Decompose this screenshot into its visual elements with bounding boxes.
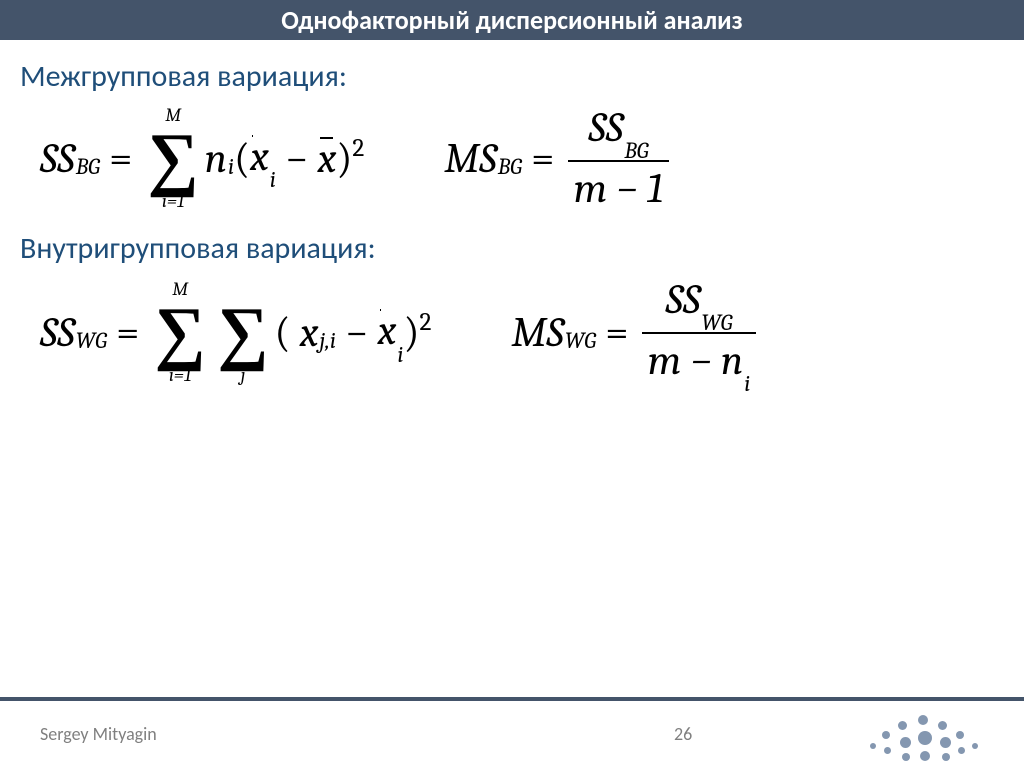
exponent-2: 2 — [420, 308, 432, 337]
exponent-2: 2 — [352, 134, 364, 163]
formula-ms-bg: MSBG = SSBG m − 1 — [444, 105, 673, 212]
fraction-numerator: SSBG — [583, 105, 655, 160]
sigma-icon: ∑ — [155, 297, 206, 368]
fraction-denominator: m − 1 — [568, 160, 670, 212]
sub-ji: j,i — [319, 327, 335, 354]
var-ss: SS — [40, 308, 75, 357]
section-between-groups: Межгрупповая вариация: — [20, 58, 1024, 95]
sigma-operator-outer: M ∑ i=1 — [155, 280, 206, 385]
footer-page-number: 26 — [674, 723, 864, 745]
section-within-groups: Внутригрупповая вариация: — [20, 230, 1024, 267]
xbar-i: xi — [250, 132, 276, 185]
fraction-numerator: SSWG — [660, 277, 739, 332]
fraction: SSBG m − 1 — [568, 105, 670, 212]
equals-sign: = — [522, 134, 564, 183]
open-paren: ( — [234, 134, 250, 183]
sum-lower-limit: i=1 — [169, 366, 191, 385]
fraction-denominator: m − ni — [642, 332, 757, 389]
equals-sign: = — [100, 134, 142, 183]
sub-bg: BG — [498, 153, 522, 180]
xbar-i: xi — [378, 306, 404, 359]
formula-row-between: SSBG = M ∑ i=1 ni (xi − x)2 MSBG = SSBG … — [0, 105, 1024, 212]
sub-wg: WG — [76, 327, 107, 354]
formula-ms-wg: MSWG = SSWG m − ni — [511, 277, 760, 389]
slide-footer: Sergey Mityagin 26 — [0, 697, 1024, 767]
var-x: x — [300, 308, 319, 357]
formula-row-within: SSWG = M ∑ i=1 ∑ j ( xj,i − xi)2 MSWG = … — [0, 277, 1024, 389]
dots-logo-icon — [864, 709, 984, 759]
xbar: x — [318, 134, 337, 183]
close-paren: ) — [336, 134, 352, 183]
fraction: SSWG m − ni — [642, 277, 757, 389]
formula-ss-bg: SSBG = M ∑ i=1 ni (xi − x)2 — [40, 106, 364, 211]
sigma-icon: ∑ — [218, 297, 269, 368]
sigma-operator: M ∑ i=1 — [148, 106, 199, 211]
formula-ss-wg: SSWG = M ∑ i=1 ∑ j ( xj,i − xi)2 — [40, 280, 431, 385]
sub-i: i — [228, 153, 234, 180]
minus-sign: − — [336, 308, 378, 357]
equals-sign: = — [596, 308, 638, 357]
sigma-icon: ∑ — [148, 123, 199, 194]
sigma-operator-inner: ∑ j — [218, 280, 269, 385]
sum-lower-limit: i=1 — [162, 192, 184, 211]
sub-bg: BG — [76, 153, 100, 180]
equals-sign: = — [107, 308, 149, 357]
var-ms: MS — [511, 308, 563, 357]
var-ms: MS — [444, 134, 496, 183]
open-paren: ( — [274, 308, 299, 357]
var-n: n — [205, 134, 227, 183]
footer-author: Sergey Mityagin — [40, 723, 674, 745]
slide-title: Однофакторный дисперсионный анализ — [281, 4, 742, 36]
slide-title-bar: Однофакторный дисперсионный анализ — [0, 0, 1024, 40]
minus-sign: − — [276, 134, 318, 183]
close-paren: ) — [403, 308, 419, 357]
var-ss: SS — [40, 134, 75, 183]
sub-wg: WG — [565, 327, 596, 354]
sum-lower-limit: j — [241, 366, 246, 385]
